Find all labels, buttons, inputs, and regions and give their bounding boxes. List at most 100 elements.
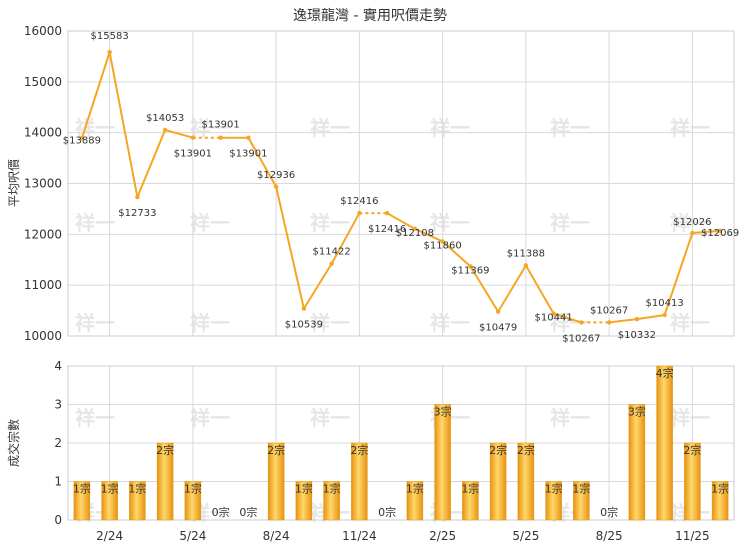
volume-chart-plot-area [67,365,735,521]
volume-bar [628,404,646,521]
volume-chart-y-tick-labels: 4 3 2 1 0 [54,359,62,527]
volume-y-tick-label: 0 [54,513,62,527]
volume-bar [156,442,174,521]
volume-bar [711,481,729,521]
price-data-label: $12936 [257,170,295,181]
price-chart-gridlines [68,30,734,337]
x-tick-label: 8/24 [263,529,290,543]
volume-data-label: 2宗 [267,443,285,457]
watermark-glyph: 祥一 [670,406,710,430]
volume-data-label: 2宗 [683,443,701,457]
price-line [80,51,721,324]
watermark-glyph: 祥一 [310,406,350,430]
price-line-segment [469,265,499,313]
price-data-label: $13901 [174,149,212,160]
volume-bar [517,442,535,521]
price-data-label: $13901 [202,120,240,131]
watermark-glyph: 祥一 [670,116,710,140]
watermark-glyph: 祥一 [550,406,590,430]
watermark-glyph: 祥一 [430,116,470,140]
price-data-label: $12069 [701,228,739,239]
price-point [135,194,140,200]
volume-data-label: 0宗 [378,505,396,519]
volume-bar [573,481,590,521]
x-axis-tick-labels: 2/24 5/24 8/24 11/24 2/25 5/25 8/25 11/25 [96,529,710,543]
price-line-segment [164,129,194,139]
price-point [384,210,390,216]
price-data-label: $12416 [340,196,378,207]
price-chart-plot-area [67,30,735,337]
x-tick-label: 11/24 [342,529,377,543]
volume-bar [73,481,91,521]
price-data-label: $11860 [424,240,462,251]
price-point [523,263,529,268]
volume-data-label: 1宗 [545,482,563,496]
watermark-glyph: 祥一 [190,116,230,140]
watermark-glyph: 祥一 [75,406,115,430]
price-data-label: $10479 [479,323,517,334]
price-y-tick-label: 11000 [24,278,62,292]
price-point [107,49,112,55]
price-point [190,135,196,140]
watermark-glyph: 祥一 [430,211,470,235]
price-data-label: $12733 [118,208,156,219]
x-tick-label: 8/25 [596,529,623,543]
price-data-label: $10413 [646,298,684,309]
price-point [495,309,501,314]
price-point [690,230,695,236]
watermark-glyph: 祥一 [75,211,115,235]
price-data-label: $13889 [63,135,101,146]
volume-bar [656,365,673,521]
price-y-tick-label: 12000 [24,227,62,241]
x-tick-label: 5/25 [512,529,539,543]
price-line-segment [553,312,582,324]
volume-bar [545,481,562,521]
volume-y-tick-label: 4 [54,359,62,373]
price-point [717,228,723,234]
price-y-tick-label: 14000 [24,126,62,140]
volume-y-tick-label: 3 [54,398,62,412]
price-point [634,316,640,322]
watermark-glyph: 祥一 [550,211,590,235]
price-line-segment [80,51,111,139]
price-line-segment [136,129,167,198]
price-point [468,264,473,269]
volume-bar [295,481,313,521]
volume-bar [684,442,701,521]
price-line-segment [330,212,361,265]
volume-data-label: 1宗 [101,482,119,496]
price-chart-y-axis-label: 平均呎價 [7,159,21,207]
price-line-segment [414,227,444,243]
price-point [606,320,612,325]
price-point [273,184,279,189]
volume-bar [406,481,424,521]
volume-data-label: 2宗 [489,443,507,457]
price-line-segment [525,264,555,315]
price-point [329,261,334,266]
price-line-segment [247,137,277,188]
price-data-labels: $13889 $15583 $12733 $14053 $13901 $13901 $139… [63,31,739,344]
price-y-tick-label: 15000 [24,75,62,89]
price-point [662,312,667,318]
price-y-tick-label: 13000 [24,177,62,191]
volume-bar [462,481,479,521]
price-line-segment [108,52,139,198]
volume-bar [267,442,285,521]
price-line-segment [386,212,416,230]
price-line-segment [497,264,527,313]
price-line-segment [303,263,333,310]
volume-data-label: 1宗 [295,482,313,496]
price-y-tick-label: 10000 [24,329,62,343]
watermark-glyph: 祥一 [550,116,590,140]
x-tick-label: 2/25 [429,529,456,543]
watermark-glyph: 祥一 [190,211,230,235]
volume-data-label: 4宗 [656,366,674,380]
price-data-label: $10441 [535,313,573,324]
volume-bar [434,404,451,521]
price-data-label: $11369 [451,265,489,276]
volume-bar [351,442,368,521]
volume-data-label: 3宗 [628,405,646,419]
volume-data-label: 1宗 [73,482,91,496]
watermark-glyph: 祥一 [670,311,710,335]
